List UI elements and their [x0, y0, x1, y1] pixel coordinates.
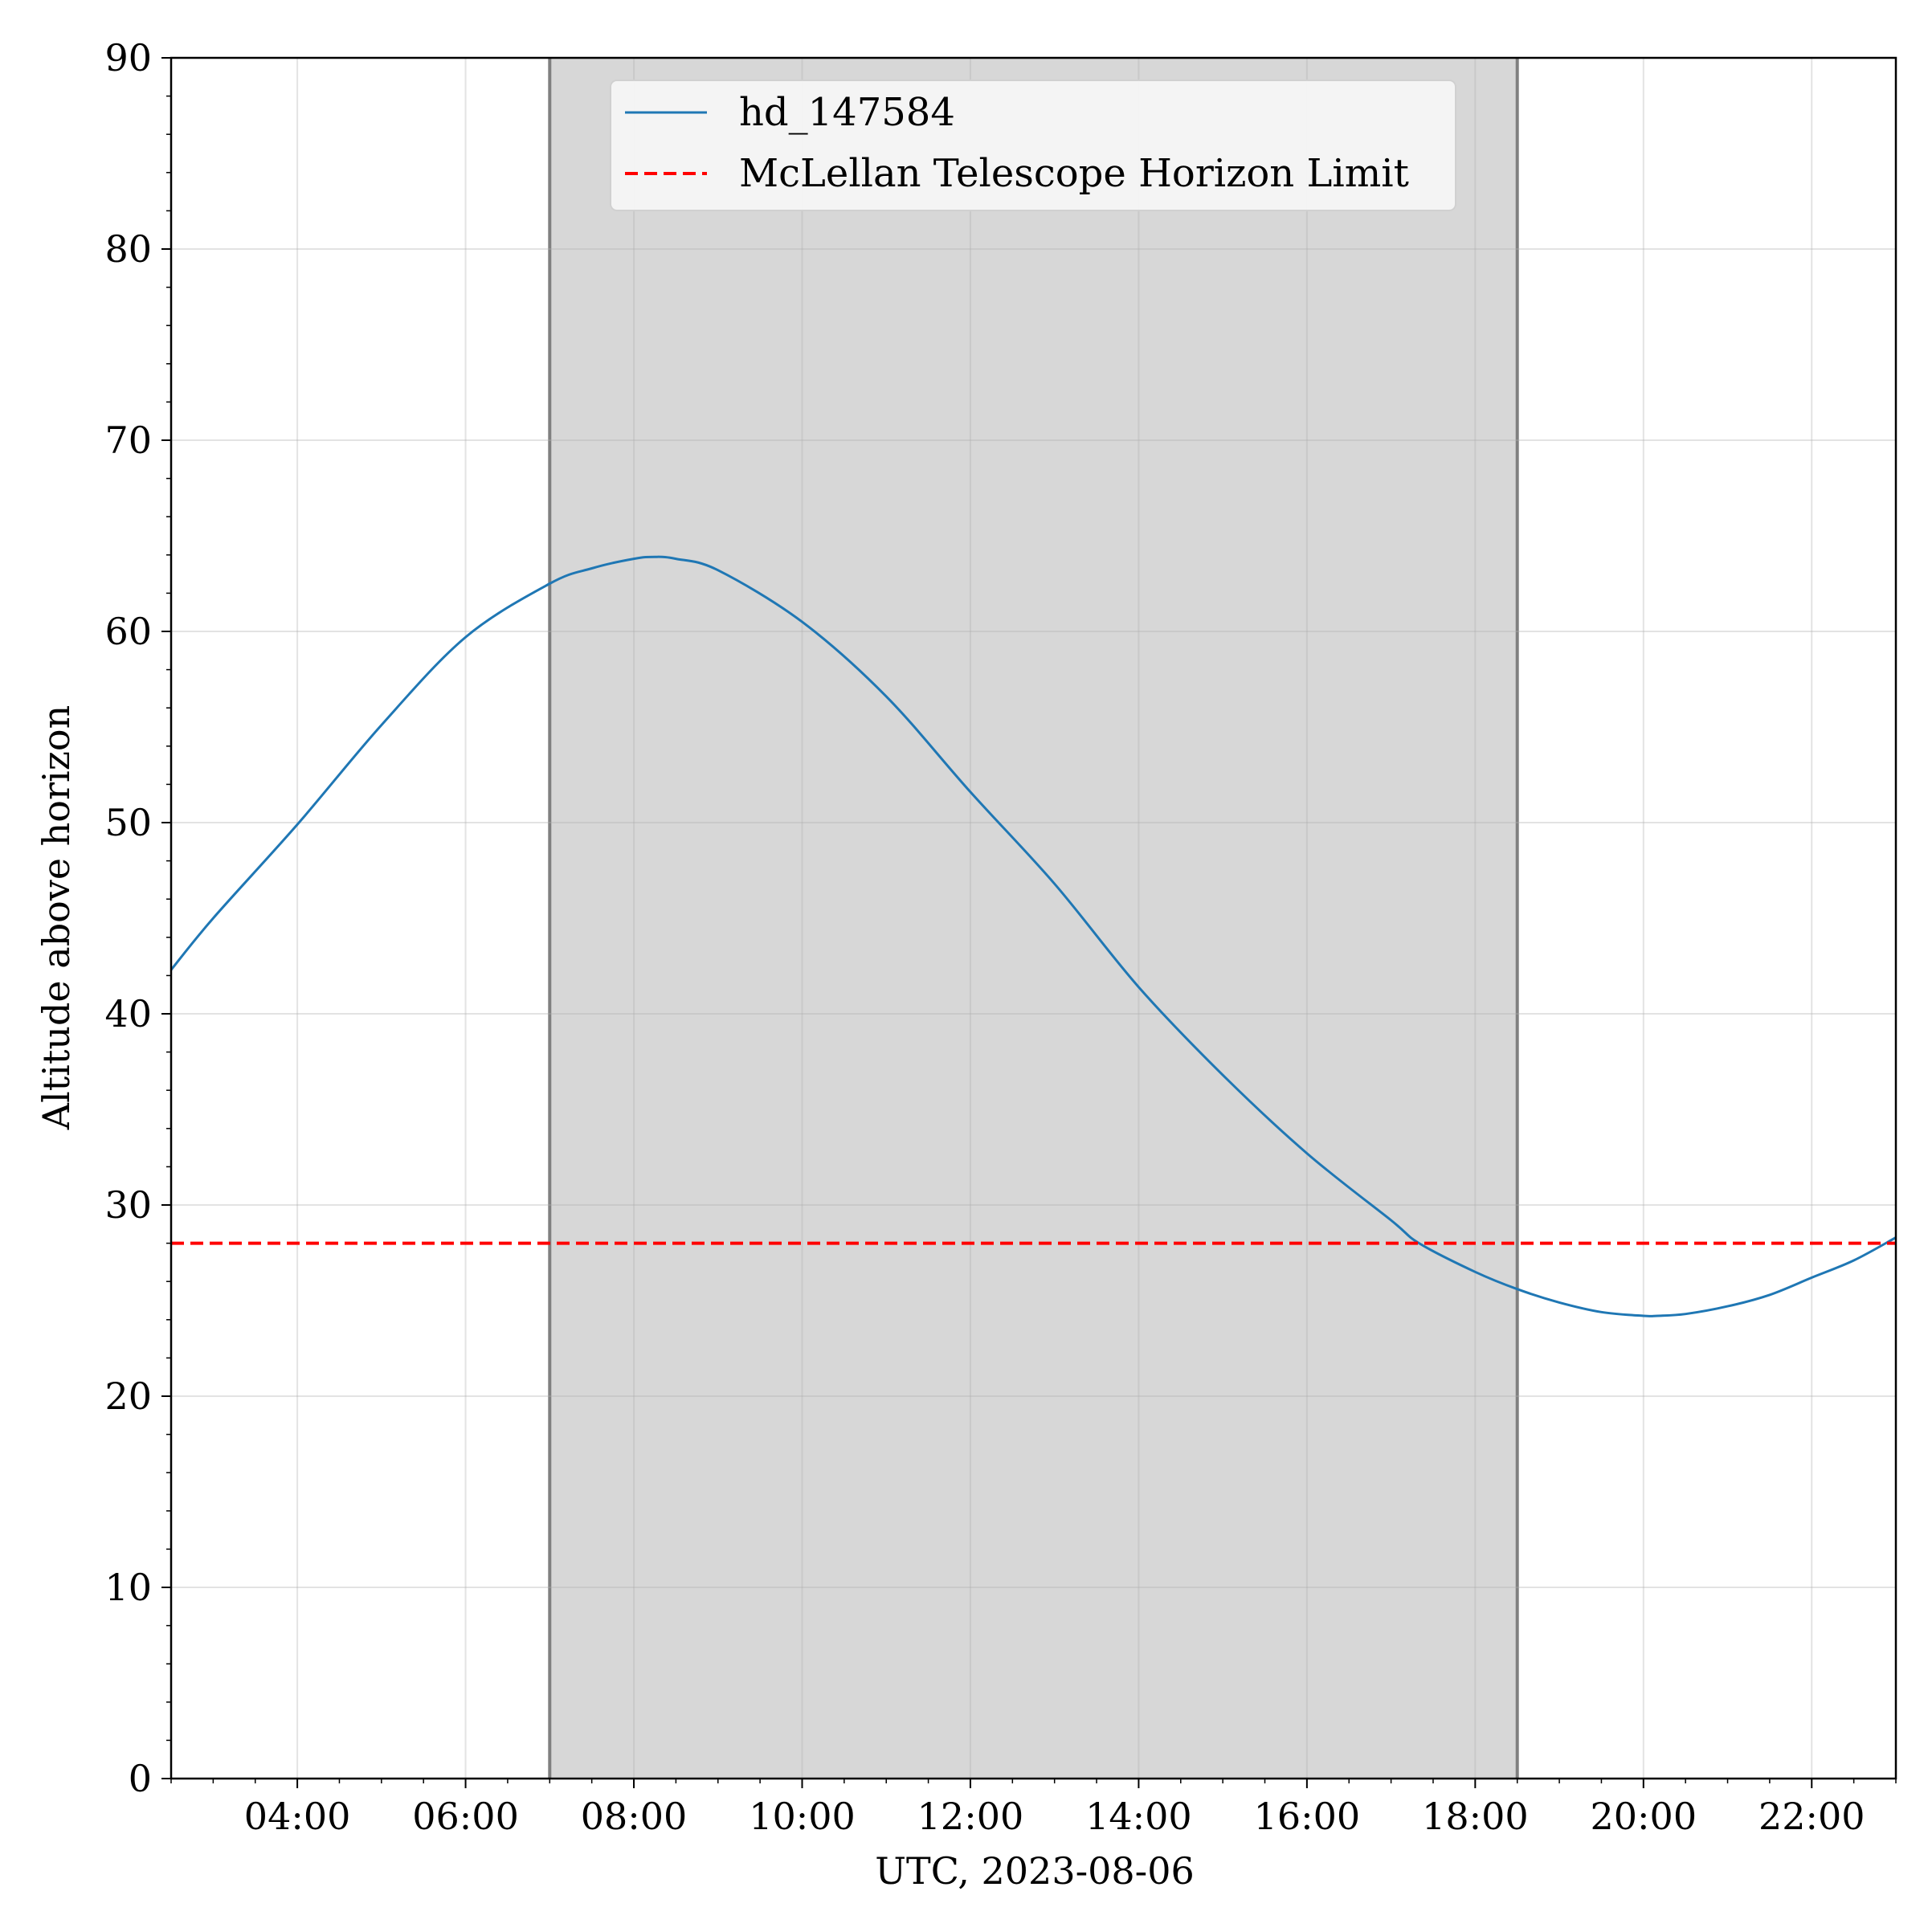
legend-label-horizon-limit: McLellan Telescope Horizon Limit — [739, 151, 1409, 196]
shaded-region-layer — [548, 58, 1519, 1779]
legend-box — [610, 80, 1456, 211]
x-tick-label-2: 08:00 — [581, 1795, 688, 1838]
y-tick-label-0: 0 — [129, 1757, 152, 1800]
plot-frame — [170, 56, 1897, 1780]
y-axis-label: Altitude above horizon — [35, 705, 78, 1131]
series-layer — [170, 555, 1897, 1317]
y-tick-label-5: 50 — [104, 801, 152, 844]
x-tick-label-3: 10:00 — [749, 1795, 856, 1838]
axes-layer — [170, 56, 1897, 1780]
x-tick-label-4: 12:00 — [917, 1795, 1024, 1838]
x-tick-label-9: 22:00 — [1758, 1795, 1865, 1838]
x-tick-label-0: 04:00 — [244, 1795, 351, 1838]
series-line-0 — [170, 555, 1897, 1317]
y-tick-label-1: 10 — [104, 1566, 152, 1609]
x-tick-label-6: 16:00 — [1254, 1795, 1361, 1838]
x-tick-label-7: 18:00 — [1422, 1795, 1529, 1838]
tick-layer: 04:00 06:00 08:00 10:00 12:00 14:00 16:00 18:00… — [104, 36, 1897, 1838]
y-tick-label-7: 70 — [104, 419, 152, 462]
legend-label-hd-147584: hd_147584 — [739, 90, 955, 135]
x-axis-label: UTC, 2023-08-06 — [875, 1849, 1194, 1893]
x-tick-label-5: 14:00 — [1085, 1795, 1192, 1838]
x-tick-label-1: 06:00 — [412, 1795, 519, 1838]
shaded-region — [549, 58, 1517, 1779]
y-tick-label-6: 60 — [104, 610, 152, 653]
legend: hd_147584 McLellan Telescope Horizon Lim… — [610, 80, 1456, 211]
y-tick-label-8: 80 — [104, 227, 152, 271]
x-tick-label-8: 20:00 — [1591, 1795, 1697, 1838]
y-tick-label-3: 30 — [104, 1183, 152, 1227]
y-tick-label-4: 40 — [104, 992, 152, 1035]
y-tick-label-9: 90 — [104, 36, 152, 80]
y-tick-label-2: 20 — [104, 1374, 152, 1418]
